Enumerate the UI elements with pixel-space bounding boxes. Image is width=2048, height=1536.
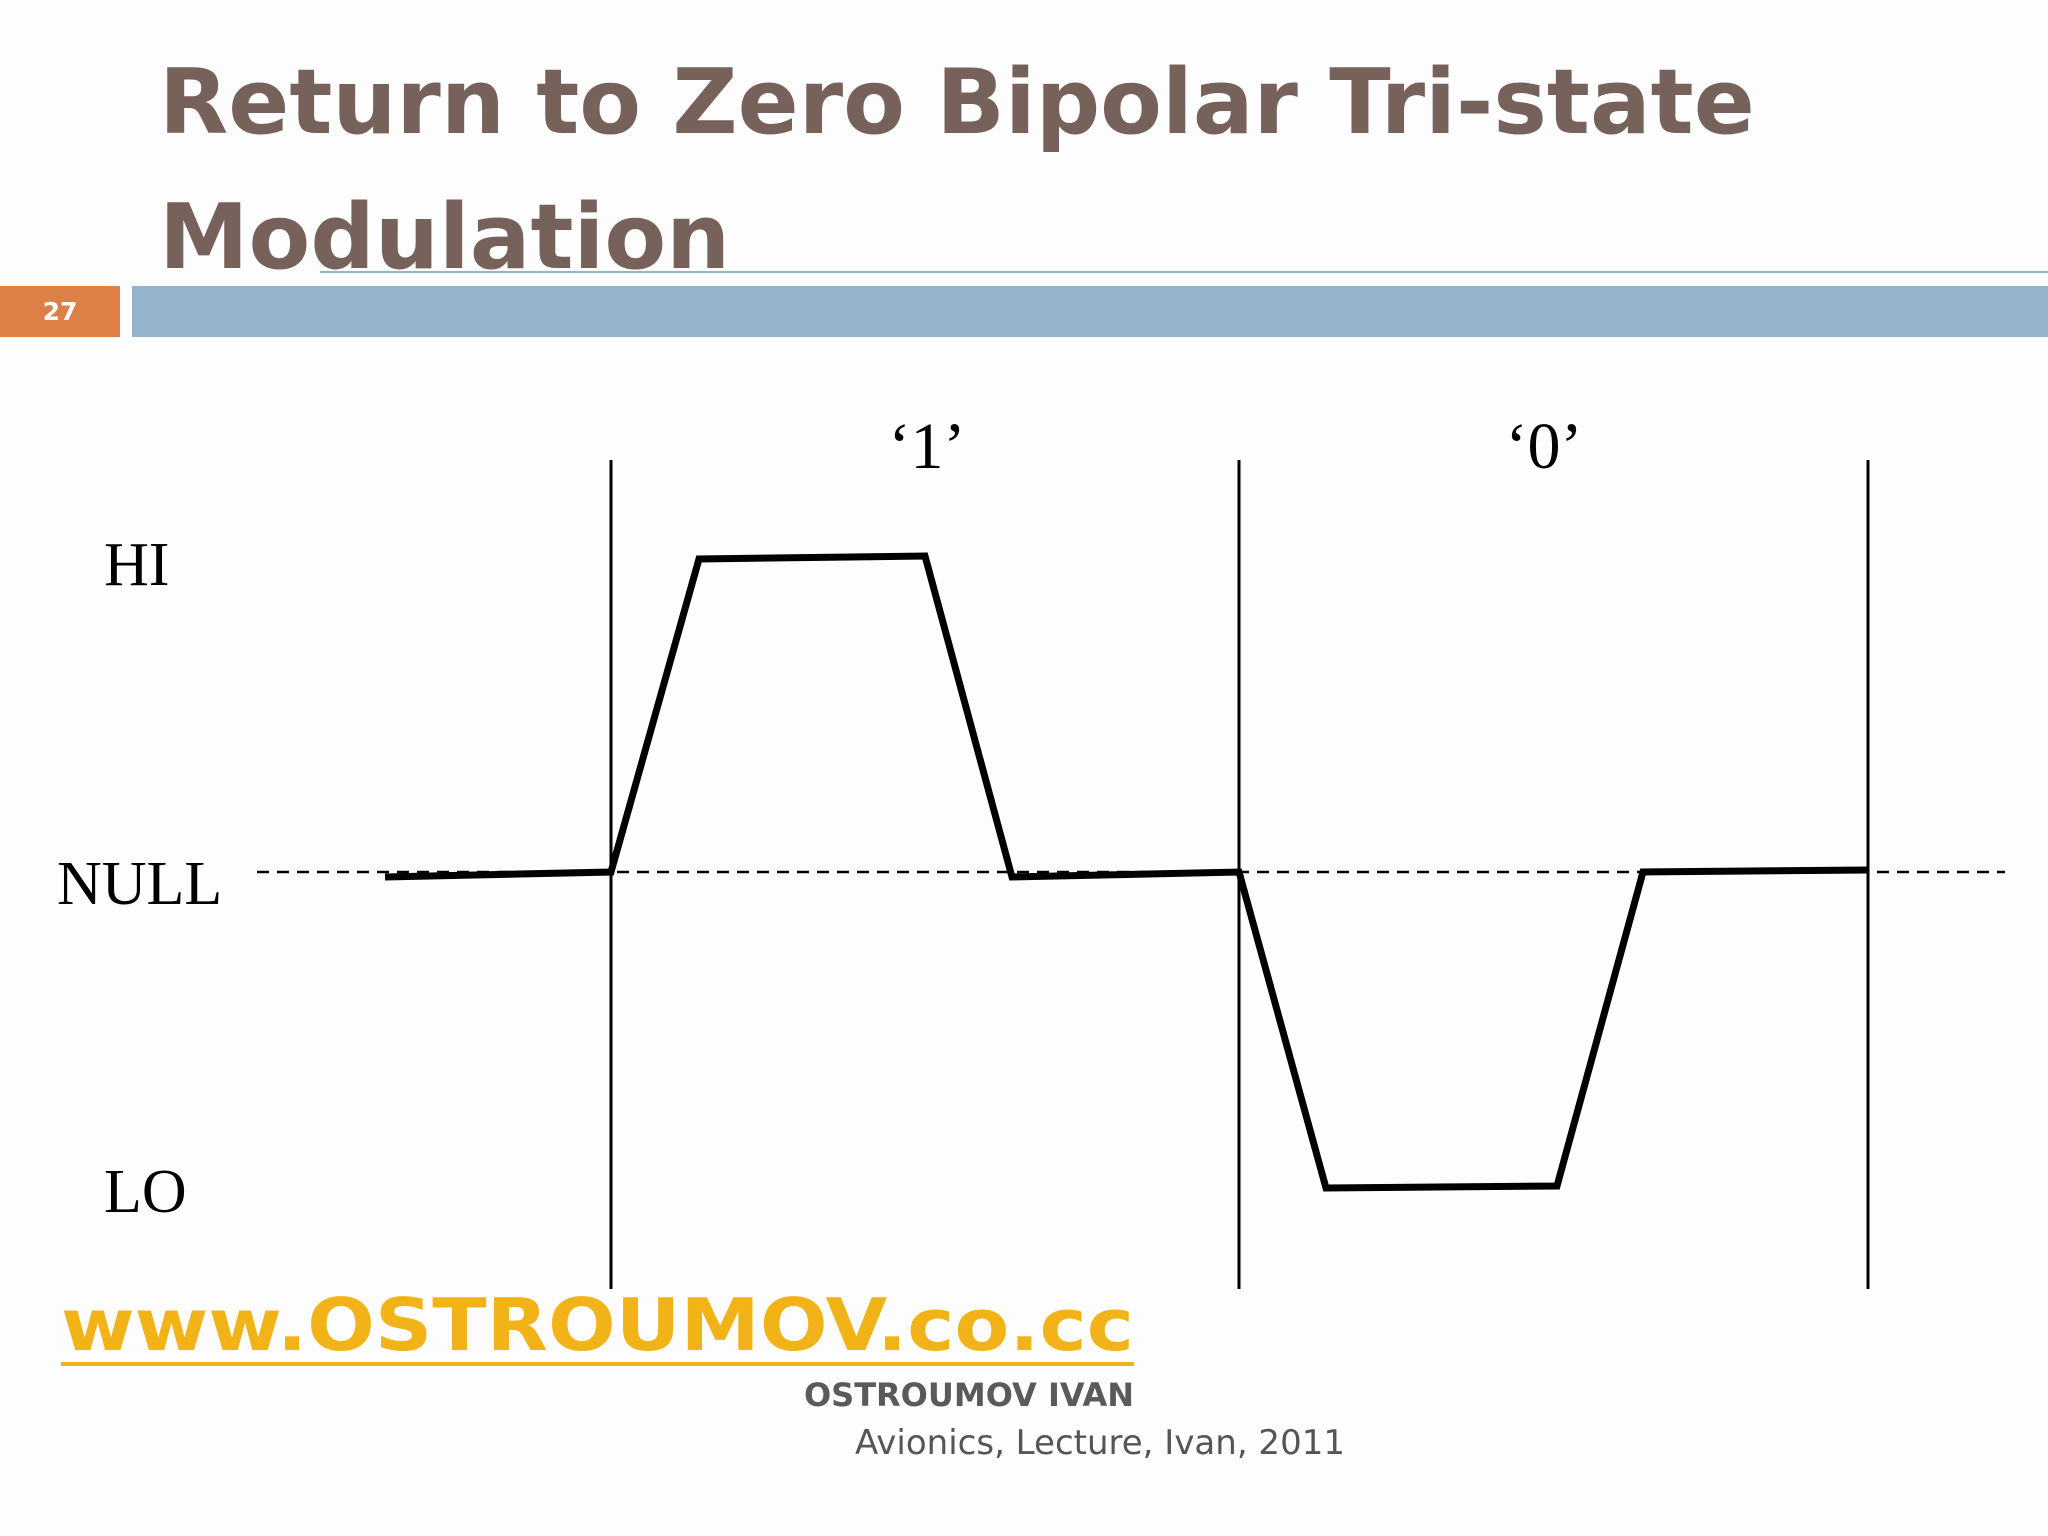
slide-title: Return to Zero Bipolar Tri-state (159, 50, 1755, 155)
signal-waveform (384, 552, 1869, 1192)
slide-number: 27 (43, 297, 78, 326)
website: www.OSTROUMOV.co.cc (61, 1283, 1134, 1367)
slide-title: Modulation (159, 185, 730, 290)
header-bar (132, 286, 2048, 337)
author: OSTROUMOV IVAN (804, 1376, 1134, 1414)
slide-number-box (0, 286, 120, 337)
caption: Avionics, Lecture, Ivan, 2011 (855, 1423, 1345, 1463)
level-label: HI (104, 531, 169, 599)
level-label: NULL (57, 850, 222, 918)
bit-label: ‘1’ (889, 410, 966, 483)
level-label: LO (104, 1158, 187, 1226)
waveform-diagram: HI NULL LO ‘1’ ‘0’ (57, 410, 2005, 1289)
bit-label: ‘0’ (1506, 410, 1583, 483)
